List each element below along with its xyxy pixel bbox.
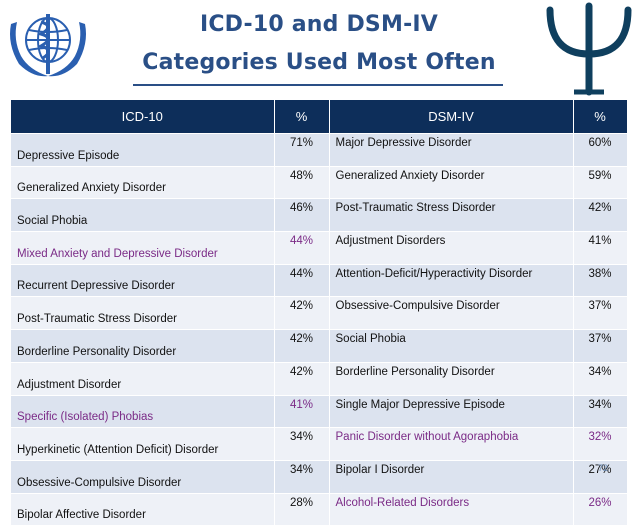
table-row: Adjustment Disorder 42% Borderline Perso… [11, 361, 628, 395]
dsm-category: Major Depressive Disorder [329, 133, 574, 167]
icd-category: Mixed Anxiety and Depressive Disorder [11, 231, 275, 265]
icd-percent: 34% [274, 459, 330, 494]
icd-percent: 46% [274, 198, 330, 232]
dsm-percent: 26% [573, 492, 628, 525]
table-row: Generalized Anxiety Disorder 48% General… [11, 165, 628, 199]
dsm-category: Panic Disorder without Agoraphobia [329, 427, 574, 461]
header-icd10: ICD-10 [11, 100, 275, 134]
icd-category: Obsessive-Compulsive Disorder [11, 459, 275, 494]
table-row: Hyperkinetic (Attention Deficit) Disorde… [11, 427, 628, 461]
dsm-percent: 60% [573, 133, 628, 167]
dsm-category: Single Major Depressive Episode [329, 394, 574, 428]
table-header-row: ICD-10 % DSM-IV % [11, 100, 628, 134]
dsm-percent: 37% [573, 296, 628, 330]
table-row: Bipolar Affective Disorder 28% Alcohol-R… [11, 492, 628, 525]
icd-percent: 28% [274, 492, 330, 525]
table-row: Depressive Episode 71% Major Depressive … [11, 133, 628, 167]
table-row: Social Phobia 46% Post-Traumatic Stress … [11, 198, 628, 232]
table-row: Recurrent Depressive Disorder 44% Attent… [11, 263, 628, 297]
icd-percent: 48% [274, 165, 330, 199]
icd-category: Generalized Anxiety Disorder [11, 165, 275, 199]
icd-percent: 41% [274, 394, 330, 428]
dsm-category: Borderline Personality Disorder [329, 361, 574, 395]
slide-title-line1: ICD-10 and DSM-IV [199, 12, 439, 37]
table-row: Mixed Anxiety and Depressive Disorder 44… [11, 231, 628, 265]
table-row: Specific (Isolated) Phobias 41% Single M… [11, 394, 628, 428]
dsm-category: Generalized Anxiety Disorder [329, 165, 574, 199]
icd-category: Adjustment Disorder [11, 361, 275, 395]
dsm-category: Adjustment Disorders [329, 231, 574, 265]
icd-category: Recurrent Depressive Disorder [11, 263, 275, 297]
who-emblem-icon [10, 14, 86, 77]
dsm-percent: 34% [573, 394, 628, 428]
psi-symbol-icon [546, 2, 632, 96]
title-underline [133, 84, 503, 86]
icd-category: Post-Traumatic Stress Disorder [11, 296, 275, 330]
header-dsm4: DSM-IV [329, 100, 574, 134]
dsm-category: Post-Traumatic Stress Disorder [329, 198, 574, 232]
icd-category: Bipolar Affective Disorder [11, 492, 275, 525]
table-row: Obsessive-Compulsive Disorder 34% Bipola… [11, 459, 628, 494]
dsm-category: Attention-Deficit/Hyperactivity Disorder [329, 263, 574, 297]
icd-category: Social Phobia [11, 198, 275, 232]
dsm-percent: 37% [573, 329, 628, 363]
icd-percent: 44% [274, 231, 330, 265]
table-row: Borderline Personality Disorder 42% Soci… [11, 329, 628, 363]
categories-table: ICD-10 % DSM-IV % Depressive Episode 71%… [11, 100, 628, 525]
dsm-category: Bipolar I Disorder [329, 459, 574, 494]
icd-percent: 71% [274, 133, 330, 167]
dsm-percent: 32% [573, 427, 628, 461]
slide-title-line2: Categories Used Most Often [142, 50, 496, 75]
dsm-category: Social Phobia [329, 329, 574, 363]
icd-percent: 42% [274, 329, 330, 363]
icd-category: Depressive Episode [11, 133, 275, 167]
icd-percent: 42% [274, 361, 330, 395]
icd-category: Borderline Personality Disorder [11, 329, 275, 363]
icd-category: Specific (Isolated) Phobias [11, 394, 275, 428]
icd-percent: 34% [274, 427, 330, 461]
dsm-category: Obsessive-Compulsive Disorder [329, 296, 574, 330]
dsm-percent: 34% [573, 361, 628, 395]
icd-percent: 44% [274, 263, 330, 297]
page-number: 72 [597, 463, 608, 473]
dsm-percent: 42% [573, 198, 628, 232]
icd-category: Hyperkinetic (Attention Deficit) Disorde… [11, 427, 275, 461]
table-row: Post-Traumatic Stress Disorder 42% Obses… [11, 296, 628, 330]
header-dsm-percent: % [573, 100, 628, 134]
dsm-percent: 41% [573, 231, 628, 265]
dsm-percent: 38% [573, 263, 628, 297]
dsm-category: Alcohol-Related Disorders [329, 492, 574, 525]
dsm-percent: 59% [573, 165, 628, 199]
icd-percent: 42% [274, 296, 330, 330]
header-icd-percent: % [274, 100, 330, 134]
